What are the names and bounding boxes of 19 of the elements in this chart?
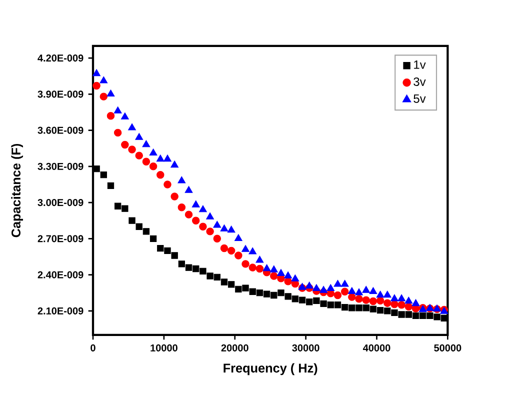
y-axis-title: Capacitance (F) bbox=[11, 144, 23, 238]
y-tick-label: 3.30E-009 bbox=[38, 162, 84, 170]
x-tick-label: 50000 bbox=[434, 344, 462, 352]
y-tick-label: 2.10E-009 bbox=[38, 307, 84, 314]
x-tick-label: 0 bbox=[90, 344, 96, 352]
x-tick-label: 10000 bbox=[150, 344, 178, 352]
x-tick-label: 20000 bbox=[221, 344, 248, 352]
y-tick-label: 4.20E-009 bbox=[38, 54, 84, 62]
x-tick-label: 30000 bbox=[292, 344, 320, 352]
y-tick-label: 2.70E-009 bbox=[38, 235, 84, 242]
legend-label: 3v bbox=[414, 77, 426, 86]
y-tick-label: 2.40E-009 bbox=[38, 271, 84, 278]
legend-label: 5v bbox=[414, 94, 426, 103]
x-tick-label: 40000 bbox=[362, 344, 390, 352]
y-tick-label: 3.60E-009 bbox=[38, 126, 84, 134]
y-tick-label: 3.00E-009 bbox=[38, 198, 84, 206]
y-tick-label: 3.90E-009 bbox=[38, 90, 84, 98]
legend-label: 1v bbox=[414, 60, 426, 69]
x-axis-title: Frequency ( Hz) bbox=[224, 363, 318, 376]
